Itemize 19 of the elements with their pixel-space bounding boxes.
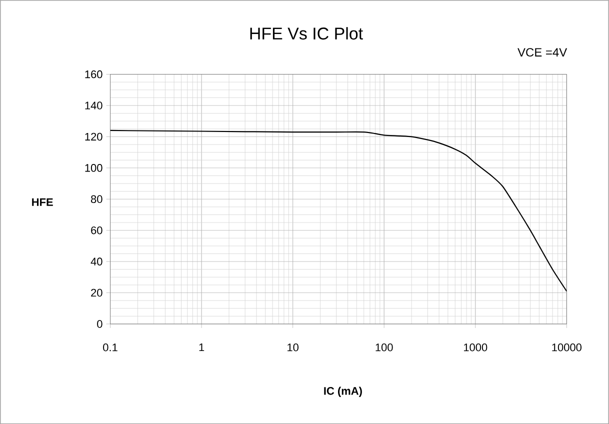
y-tick-label: 160	[85, 70, 102, 78]
y-tick-label: 140	[85, 102, 102, 110]
y-axis-title: HFE	[32, 198, 53, 206]
y-tick-label: 60	[91, 226, 102, 234]
x-tick-label: 1	[199, 343, 204, 351]
y-tick-label: 20	[91, 288, 102, 297]
x-tick-label: 0.1	[103, 343, 118, 352]
y-tick-label: 100	[85, 164, 102, 172]
chart-title: HFE Vs IC Plot	[250, 27, 363, 40]
x-tick-label: 10000	[552, 343, 582, 352]
x-tick-label: 100	[376, 343, 393, 352]
x-tick-label: 10	[288, 343, 298, 352]
y-tick-label: 80	[91, 195, 102, 203]
text: VCE =4V	[518, 48, 568, 56]
x-axis-title: IC (mA)	[324, 386, 362, 397]
y-tick-label: 40	[90, 258, 102, 266]
y-tick-label: 0	[97, 320, 102, 328]
x-tick-label: 1000	[464, 343, 488, 352]
y-tick-label: 120	[85, 132, 102, 140]
